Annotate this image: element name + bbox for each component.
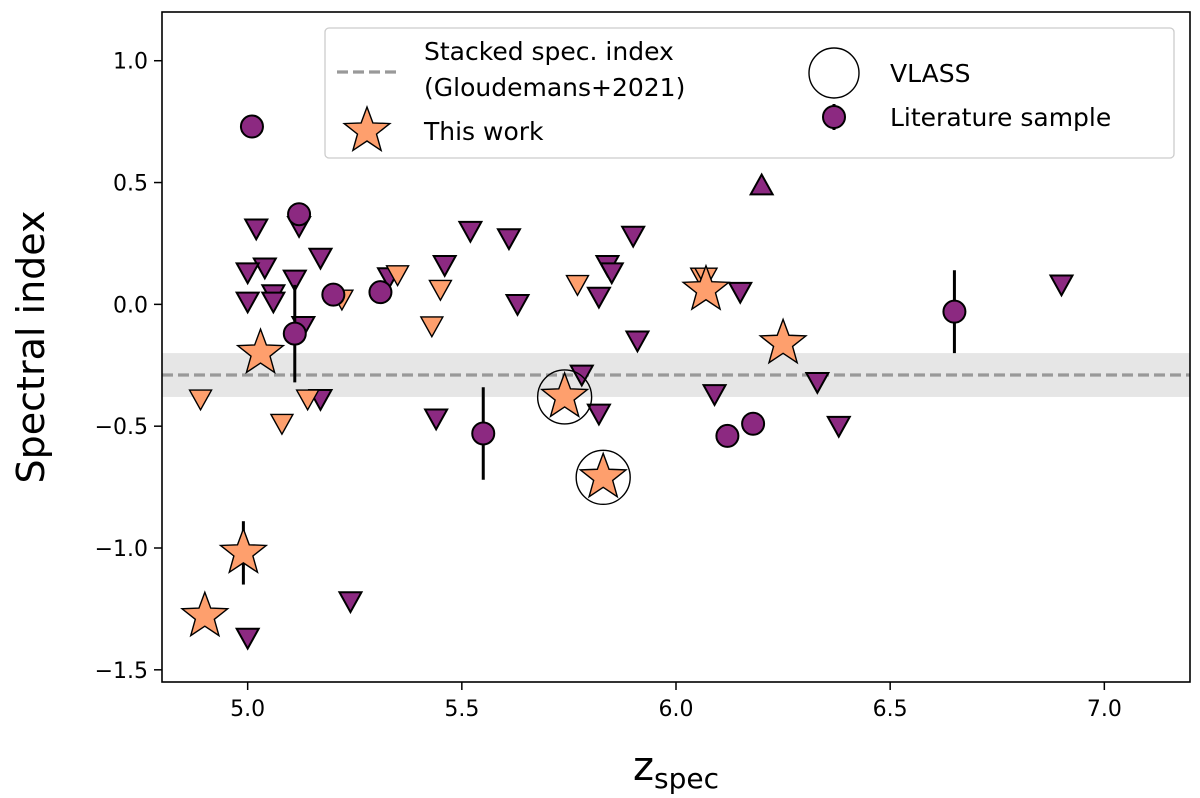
literature-upper-limit xyxy=(252,257,278,281)
this-work-upper-limit xyxy=(428,279,453,302)
y-tick-label: 0.5 xyxy=(113,172,148,197)
literature-point xyxy=(942,299,967,324)
this-work-upper-limit xyxy=(269,413,295,436)
literature-upper-limit xyxy=(243,218,269,242)
literature-point xyxy=(741,411,766,436)
y-axis-title: Spectral index xyxy=(9,211,53,484)
x-axis-title-sub: spec xyxy=(654,762,719,795)
legend-literature-label: Literature sample xyxy=(890,103,1111,132)
x-tick-label: 5.0 xyxy=(230,697,265,722)
literature-upper-limit xyxy=(1048,274,1075,298)
this-work-upper-limit xyxy=(295,389,320,412)
literature-point xyxy=(471,421,496,446)
y-tick-label: 1.0 xyxy=(113,50,148,75)
legend-this-work-star xyxy=(342,104,392,153)
this-work-point xyxy=(681,263,731,311)
literature-upper-limit xyxy=(307,247,334,271)
this-work-upper-limit xyxy=(565,274,590,297)
literature-upper-limit xyxy=(496,228,522,252)
literature-point xyxy=(715,423,740,448)
this-work-point xyxy=(539,370,590,418)
this-work-upper-limit xyxy=(385,265,410,288)
vlass-circle xyxy=(575,449,631,506)
tick-layer: 5.0 5.5 6.0 6.5 7.0 −1.5 −1.0 −0.5 0.0 0.5 1.0 xyxy=(95,50,1122,722)
literature-upper-limit xyxy=(620,225,646,249)
literature-upper-limit xyxy=(599,262,625,286)
literature-point xyxy=(287,202,312,227)
literature-upper-limit xyxy=(457,220,484,244)
this-work-upper-limit xyxy=(188,389,213,412)
literature-upper-limit xyxy=(234,291,261,315)
literature-upper-limit xyxy=(701,384,728,408)
literature-upper-limit xyxy=(282,269,308,293)
literature-upper-limit xyxy=(826,415,852,439)
legend: Stacked spec. index (Gloudemans+2021) Th… xyxy=(324,27,1175,159)
literature-point xyxy=(368,280,393,305)
y-tick-label: −0.5 xyxy=(95,415,148,440)
x-tick-label: 7.0 xyxy=(1087,697,1122,722)
x-axis-title-main: z xyxy=(633,744,654,790)
literature-upper-limit xyxy=(260,291,287,315)
x-axis-title: zspec xyxy=(633,744,719,795)
literature-upper-limit xyxy=(337,591,364,615)
literature-upper-limit xyxy=(234,262,261,286)
literature-upper-limit xyxy=(804,371,831,395)
legend-this-work-label: This work xyxy=(423,117,544,146)
literature-point xyxy=(282,321,307,346)
stacked-index-band-layer xyxy=(162,353,1190,397)
literature-upper-limit xyxy=(234,627,261,651)
literature-upper-limit xyxy=(432,255,458,278)
x-tick-label: 6.5 xyxy=(873,697,908,722)
legend-stacked-ref: (Gloudemans+2021) xyxy=(424,73,685,102)
this-work-upper-limit xyxy=(419,316,445,339)
legend-star-shape xyxy=(342,104,392,153)
legend-box xyxy=(324,27,1175,159)
literature-upper-limit xyxy=(586,286,612,310)
this-work-point xyxy=(218,526,269,574)
vlass-circle xyxy=(536,369,593,425)
legend-vlass-label: VLASS xyxy=(890,59,970,88)
literature-upper-limit xyxy=(423,408,449,432)
points-layer xyxy=(180,114,1075,651)
legend-vlass-circle xyxy=(808,47,860,99)
y-tick-label: −1.5 xyxy=(95,659,148,684)
y-tick-label: −1.0 xyxy=(95,537,148,562)
literature-upper-limit xyxy=(727,281,753,305)
literature-upper-limit xyxy=(504,294,531,317)
literature-upper-limit xyxy=(586,403,612,427)
y-tick-label: 0.0 xyxy=(113,293,148,318)
x-tick-label: 5.5 xyxy=(444,697,479,722)
this-work-point xyxy=(758,317,808,365)
this-work-point xyxy=(578,451,628,499)
literature-point xyxy=(239,114,264,139)
this-work-point xyxy=(235,327,286,375)
this-work-point xyxy=(180,590,230,638)
x-tick-label: 6.0 xyxy=(659,697,694,722)
legend-stacked-label: Stacked spec. index xyxy=(424,37,674,66)
literature-upper-limit xyxy=(624,330,651,354)
literature-point xyxy=(321,282,346,307)
literature-lower-limit xyxy=(748,172,775,196)
legend-literature-marker xyxy=(822,105,846,129)
